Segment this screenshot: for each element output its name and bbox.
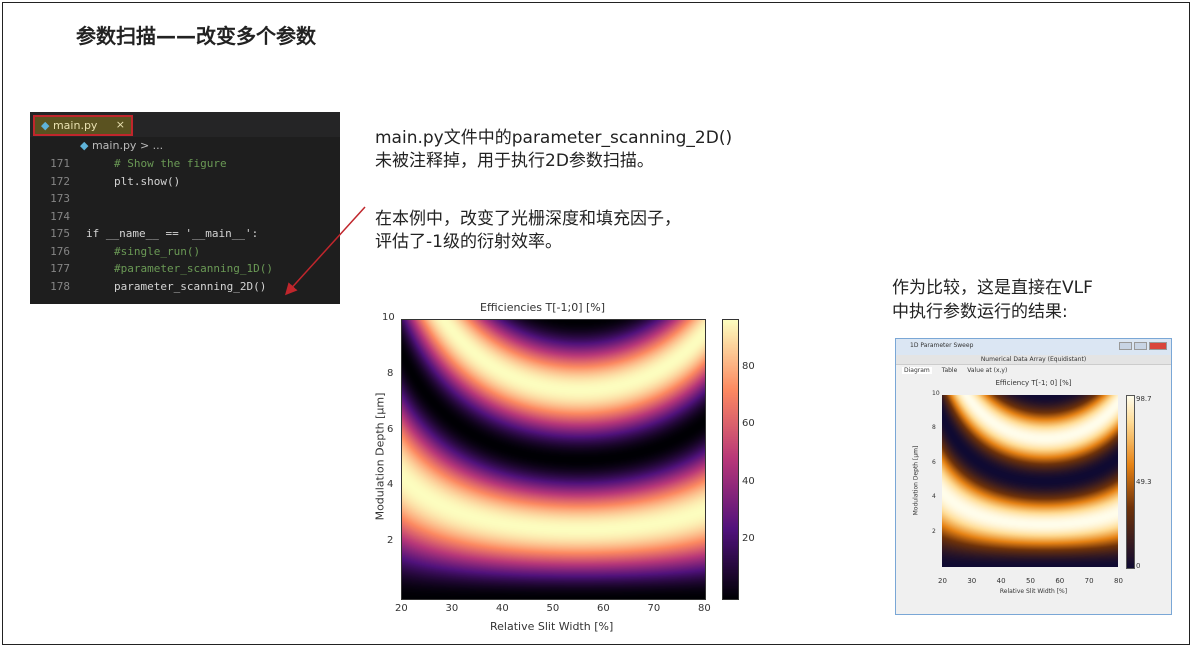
x-tick-label: 20 bbox=[395, 603, 408, 614]
code-line: 178 parameter_scanning_2D() bbox=[30, 278, 340, 296]
colorbar-tick-label: 20 bbox=[742, 533, 755, 545]
colorbar-tick-label: 98.7 bbox=[1136, 395, 1152, 403]
line-number: 176 bbox=[50, 244, 70, 258]
y-tick-label: 8 bbox=[387, 367, 394, 379]
heatmap-image bbox=[942, 395, 1118, 567]
y-tick-label: 6 bbox=[387, 423, 394, 435]
python-file-icon: ◆ bbox=[41, 119, 53, 132]
colorbar bbox=[1126, 395, 1135, 569]
x-tick-label: 70 bbox=[647, 603, 661, 614]
code-text: plt.show() bbox=[114, 174, 181, 188]
x-tick-label: 80 bbox=[698, 603, 711, 614]
y-tick-label: 10 bbox=[932, 390, 940, 397]
colorbar-tick-label: 40 bbox=[742, 475, 755, 487]
chart-title: Efficiencies T[-1;0] [%] bbox=[480, 301, 606, 314]
colorbar-tick-label: 80 bbox=[742, 360, 755, 372]
x-tick-label: 30 bbox=[967, 577, 977, 585]
y-axis-label: Modulation Depth [µm] bbox=[373, 392, 387, 521]
y-tick-label: 8 bbox=[932, 424, 936, 432]
tab-table[interactable]: Table bbox=[941, 367, 958, 374]
window-subtitle: Numerical Data Array (Equidistant) bbox=[896, 355, 1171, 365]
x-tick-label: 40 bbox=[996, 577, 1006, 585]
colorbar-tick-label: 0 bbox=[1136, 562, 1141, 570]
x-tick-label: 50 bbox=[1026, 577, 1035, 585]
code-line: 173 bbox=[30, 190, 340, 208]
close-icon[interactable]: × bbox=[115, 118, 125, 131]
code-text: parameter_scanning_2D() bbox=[114, 279, 267, 293]
x-tick-label: 20 bbox=[938, 577, 947, 585]
editor-tab[interactable]: ◆ main.py × bbox=[33, 115, 133, 136]
code-text: #single_run() bbox=[114, 244, 201, 258]
code-line: 172 plt.show() bbox=[30, 173, 340, 191]
code-line: 176 #single_run() bbox=[30, 243, 340, 261]
breadcrumb: ◆ main.py > ... bbox=[80, 139, 164, 152]
line-number: 173 bbox=[50, 192, 70, 205]
code-text: if __name__ == '__main__': bbox=[86, 227, 259, 240]
chart-title: Efficiency T[-1; 0] [%] bbox=[995, 379, 1072, 387]
line-number: 174 bbox=[50, 209, 70, 223]
code-line: 174 bbox=[30, 208, 340, 226]
y-tick-label: 2 bbox=[932, 527, 936, 535]
x-tick-label: 30 bbox=[445, 603, 459, 614]
x-tick-label: 60 bbox=[597, 603, 610, 614]
x-tick-label: 50 bbox=[546, 603, 560, 614]
line-number: 172 bbox=[50, 174, 70, 188]
y-tick-label: 4 bbox=[932, 493, 936, 501]
x-tick-label: 40 bbox=[496, 603, 509, 614]
x-tick-label: 60 bbox=[1055, 577, 1065, 585]
y-axis-label: Modulation Depth [µm] bbox=[912, 445, 920, 516]
line-number: 171 bbox=[50, 157, 70, 170]
code-line: 171 # Show the figure bbox=[30, 155, 340, 173]
y-tick-label: 10 bbox=[382, 312, 395, 323]
y-tick-label: 6 bbox=[932, 458, 936, 466]
x-tick-label: 70 bbox=[1084, 577, 1094, 585]
vlf-parameter-sweep-window: 1D Parameter Sweep Numerical Data Array … bbox=[895, 338, 1172, 615]
close-button[interactable] bbox=[1149, 342, 1167, 350]
description-1: main.py文件中的parameter_scanning_2D() 未被注释掉，… bbox=[375, 128, 733, 171]
heatmap-image bbox=[401, 319, 706, 600]
x-tick-label: 80 bbox=[1114, 577, 1123, 585]
code-editor-screenshot: ◆ main.py × ◆ main.py > ... 171 # Show the… bbox=[30, 112, 340, 304]
maximize-button[interactable] bbox=[1134, 342, 1147, 350]
colorbar bbox=[722, 319, 739, 600]
tab-value-at-xy[interactable]: Value at (x,y) bbox=[967, 367, 1008, 374]
description-2: 在本例中，改变了光栅深度和填充因子， 评估了-1级的衍射效率。 bbox=[375, 209, 681, 252]
x-axis-label: Relative Slit Width [%] bbox=[490, 620, 614, 633]
description-3: 作为比较，这是直接在VLF 中执行参数运行的结果: bbox=[892, 278, 1093, 322]
window-title: 1D Parameter Sweep bbox=[896, 339, 1171, 355]
tab-diagram[interactable]: Diagram bbox=[902, 367, 932, 374]
code-text: # Show the figure bbox=[114, 157, 227, 170]
line-number: 175 bbox=[50, 227, 70, 240]
y-tick-label: 4 bbox=[387, 479, 394, 491]
colorbar-tick-label: 60 bbox=[742, 418, 755, 430]
minimize-button[interactable] bbox=[1119, 342, 1132, 350]
code-line: 175 if __name__ == '__main__': bbox=[30, 225, 340, 243]
code-line: 177 #parameter_scanning_1D() bbox=[30, 260, 340, 278]
colorbar-tick-label: 49.3 bbox=[1136, 478, 1152, 486]
y-tick-label: 2 bbox=[387, 535, 394, 547]
line-number: 178 bbox=[50, 279, 70, 293]
line-number: 177 bbox=[50, 262, 70, 275]
x-axis-label: Relative Slit Width [%] bbox=[999, 588, 1068, 595]
code-text: #parameter_scanning_1D() bbox=[114, 262, 273, 275]
slide-title: 参数扫描——改变多个参数 bbox=[76, 24, 316, 48]
